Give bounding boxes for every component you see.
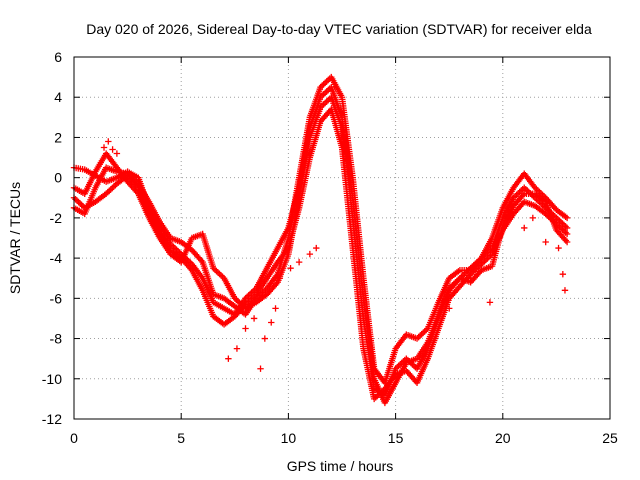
y-tick-label: -6 xyxy=(50,290,63,306)
data-point xyxy=(563,214,571,222)
y-tick-label: 4 xyxy=(54,89,62,105)
x-tick-label: 20 xyxy=(495,430,511,446)
data-point xyxy=(561,287,569,294)
plot-frame xyxy=(73,56,611,420)
y-axis-label: SDTVAR / TECUs xyxy=(7,182,23,294)
y-tick-label: -12 xyxy=(42,411,62,427)
data-point xyxy=(467,275,474,282)
data-point xyxy=(563,230,571,238)
data-point xyxy=(113,150,121,157)
x-axis-label: GPS time / hours xyxy=(287,458,394,474)
data-point xyxy=(272,305,279,312)
data-point xyxy=(559,271,567,278)
data-point xyxy=(555,244,562,252)
data-point xyxy=(313,244,320,252)
data-point xyxy=(295,258,303,266)
data-point xyxy=(306,250,314,258)
data-point xyxy=(242,325,249,332)
y-tick-label: -2 xyxy=(50,210,63,226)
data-point xyxy=(486,299,494,306)
y-tick-label: -4 xyxy=(50,250,63,266)
data-point xyxy=(250,315,258,322)
x-tick-label: 15 xyxy=(388,430,404,446)
data-point xyxy=(105,138,112,145)
data-points xyxy=(70,73,571,407)
data-point xyxy=(446,305,453,312)
y-tick-label: 2 xyxy=(54,129,62,145)
data-point xyxy=(268,319,275,326)
data-point xyxy=(233,345,241,352)
data-point xyxy=(100,144,108,151)
data-point xyxy=(529,214,537,222)
data-point xyxy=(261,335,269,342)
data-point xyxy=(257,365,264,372)
y-tick-label: -8 xyxy=(50,331,63,347)
data-point xyxy=(563,238,571,246)
chart-title: Day 020 of 2026, Sidereal Day-to-day VTE… xyxy=(86,21,592,37)
data-point xyxy=(225,355,232,362)
data-point xyxy=(109,146,116,153)
data-point xyxy=(521,224,528,232)
data-point xyxy=(287,264,294,272)
data-point xyxy=(563,224,571,232)
data-point xyxy=(276,275,284,282)
y-tick-label: 0 xyxy=(54,170,62,186)
y-tick-label: 6 xyxy=(54,49,62,65)
x-tick-label: 5 xyxy=(177,430,185,446)
axis-ticks: 0 5 10 15 20 25 -12 -10 -8 -6 -4 -2 0 2 4 6 xyxy=(42,49,618,446)
x-tick-label: 10 xyxy=(281,430,297,446)
x-tick-label: 0 xyxy=(70,430,78,446)
x-tick-label: 25 xyxy=(602,430,618,446)
data-point xyxy=(542,238,549,246)
y-tick-label: -10 xyxy=(42,371,62,387)
